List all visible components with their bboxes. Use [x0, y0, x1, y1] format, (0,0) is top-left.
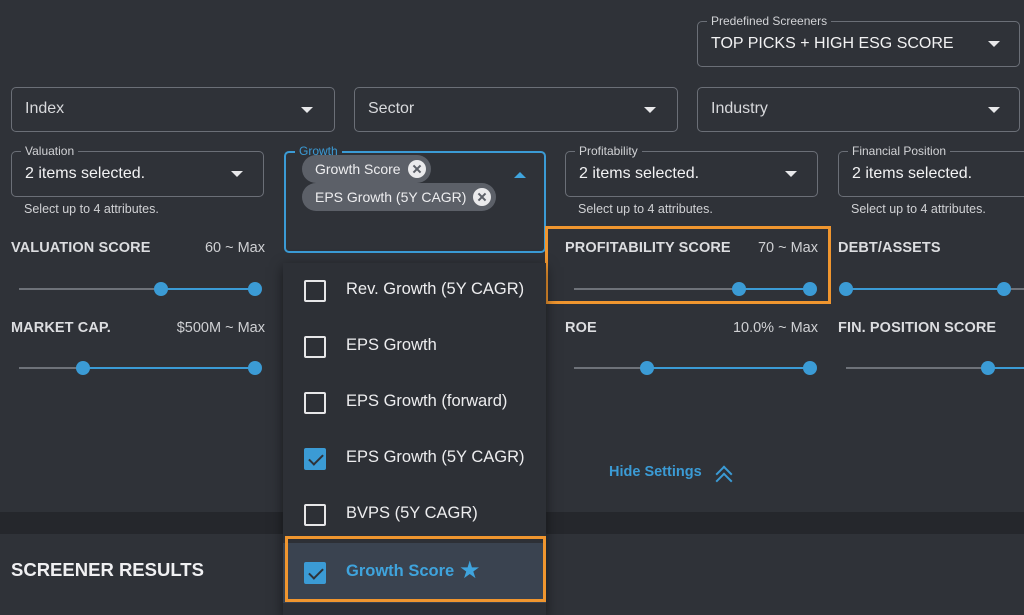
valuation-score-slider[interactable]	[19, 282, 262, 296]
option-label: EPS Growth (5Y CAGR)	[346, 448, 525, 466]
chevron-up-icon[interactable]	[514, 172, 526, 178]
growth-select[interactable]: Growth	[284, 144, 546, 253]
chevron-down-icon[interactable]	[301, 107, 313, 113]
predefined-screeners-select[interactable]: Predefined Screeners TOP PICKS + HIGH ES…	[697, 14, 1020, 67]
star-icon: ★	[459, 557, 481, 584]
growth-chip-growth-score[interactable]: Growth Score	[302, 155, 431, 183]
industry-placeholder: Industry	[711, 100, 768, 117]
profitability-helper: Select up to 4 attributes.	[578, 202, 713, 216]
slider-thumb-high[interactable]	[803, 282, 817, 296]
profitability-score-label: PROFITABILITY SCORE	[565, 240, 731, 256]
option-label: Rev. Growth (5Y CAGR)	[346, 280, 525, 298]
chevron-down-icon[interactable]	[644, 107, 656, 113]
growth-option[interactable]: EPS Growth	[283, 319, 546, 375]
slider-thumb-low[interactable]	[75, 361, 90, 375]
financial-position-label: Financial Position	[848, 144, 951, 158]
remove-chip-icon[interactable]	[473, 188, 492, 206]
financial-position-value: 2 items selected.	[852, 165, 973, 182]
slider-thumb-low[interactable]	[732, 282, 747, 296]
growth-option[interactable]: BVPS (5Y CAGR)	[283, 487, 546, 543]
valuation-helper: Select up to 4 attributes.	[24, 202, 159, 216]
option-label: EPS Growth (forward)	[346, 392, 508, 410]
sector-select[interactable]: Sector	[354, 87, 678, 132]
slider-thumb-high[interactable]	[803, 361, 817, 375]
screener-results-title: SCREENER RESULTS	[11, 559, 204, 580]
profitability-score-slider[interactable]	[574, 282, 817, 296]
growth-option[interactable]: Growth Score ★	[283, 543, 546, 603]
slider-thumb-low[interactable]	[153, 282, 168, 296]
chip-label: Growth Score	[315, 161, 401, 177]
chevron-down-icon[interactable]	[231, 171, 243, 177]
chip-label: EPS Growth (5Y CAGR)	[315, 189, 467, 205]
index-select[interactable]: Index	[11, 87, 335, 132]
roe-slider[interactable]	[574, 361, 817, 375]
slider-thumb-high[interactable]	[997, 282, 1011, 296]
profitability-score-range: 70 ~ Max	[757, 240, 818, 256]
profitability-score-highlight	[545, 226, 831, 304]
option-label: Growth Score	[346, 562, 455, 580]
slider-thumb-high[interactable]	[248, 361, 262, 375]
chevron-down-icon[interactable]	[988, 41, 1000, 47]
valuation-score-range: 60 ~ Max	[204, 240, 265, 256]
predefined-screeners-label: Predefined Screeners	[707, 14, 832, 28]
hide-settings-button[interactable]: Hide Settings	[609, 464, 702, 480]
valuation-label: Valuation	[21, 144, 79, 158]
fin-position-score-label: FIN. POSITION SCORE	[838, 320, 997, 336]
option-label: EPS Growth	[346, 336, 437, 354]
valuation-select[interactable]: Valuation 2 items selected.	[11, 144, 264, 197]
checkbox[interactable]	[304, 562, 326, 584]
predefined-screeners-value: TOP PICKS + HIGH ESG SCORE	[711, 35, 954, 52]
fin-position-score-slider[interactable]	[846, 361, 1024, 375]
profitability-label: Profitability	[575, 144, 642, 158]
market-cap-slider[interactable]	[19, 361, 262, 375]
valuation-value: 2 items selected.	[25, 165, 146, 182]
growth-option[interactable]: EPS Growth (5Y CAGR)	[283, 431, 546, 487]
slider-thumb-high[interactable]	[248, 282, 262, 296]
slider-thumb-low[interactable]	[640, 361, 655, 375]
market-cap-label: MARKET CAP.	[11, 320, 111, 336]
industry-select[interactable]: Industry	[697, 87, 1020, 132]
growth-option[interactable]: EPS Growth (forward)	[283, 375, 546, 431]
debt-assets-label: DEBT/ASSETS	[838, 240, 941, 256]
checkbox[interactable]	[304, 280, 326, 302]
valuation-score-label: VALUATION SCORE	[11, 240, 151, 256]
chevron-down-icon[interactable]	[785, 171, 797, 177]
profitability-value: 2 items selected.	[579, 165, 700, 182]
financial-position-helper: Select up to 4 attributes.	[851, 202, 986, 216]
index-placeholder: Index	[25, 100, 65, 117]
option-label: BVPS (5Y CAGR)	[346, 504, 478, 522]
slider-thumb-low[interactable]	[839, 282, 853, 296]
chevron-down-icon[interactable]	[988, 107, 1000, 113]
profitability-select[interactable]: Profitability 2 items selected.	[565, 144, 818, 197]
roe-range: 10.0% ~ Max	[732, 320, 818, 336]
growth-dropdown-menu: Rev. Growth (5Y CAGR) EPS Growth EPS Gro…	[283, 263, 546, 615]
growth-option[interactable]: Rev. Growth (5Y CAGR)	[283, 263, 546, 319]
financial-position-select[interactable]: Financial Position 2 items selected.	[838, 144, 1024, 197]
checkbox[interactable]	[304, 448, 326, 470]
slider-thumb-low[interactable]	[981, 361, 995, 375]
remove-chip-icon[interactable]	[407, 160, 426, 178]
roe-label: ROE	[565, 320, 597, 336]
growth-score-highlight	[285, 536, 546, 602]
debt-assets-slider[interactable]	[839, 282, 1024, 296]
sector-placeholder: Sector	[368, 100, 415, 117]
checkbox[interactable]	[304, 392, 326, 414]
growth-label: Growth	[295, 144, 342, 158]
market-cap-range: $500M ~ Max	[176, 320, 265, 336]
checkbox[interactable]	[304, 504, 326, 526]
checkbox[interactable]	[304, 336, 326, 358]
growth-chip-eps-growth-5y[interactable]: EPS Growth (5Y CAGR)	[302, 183, 497, 211]
